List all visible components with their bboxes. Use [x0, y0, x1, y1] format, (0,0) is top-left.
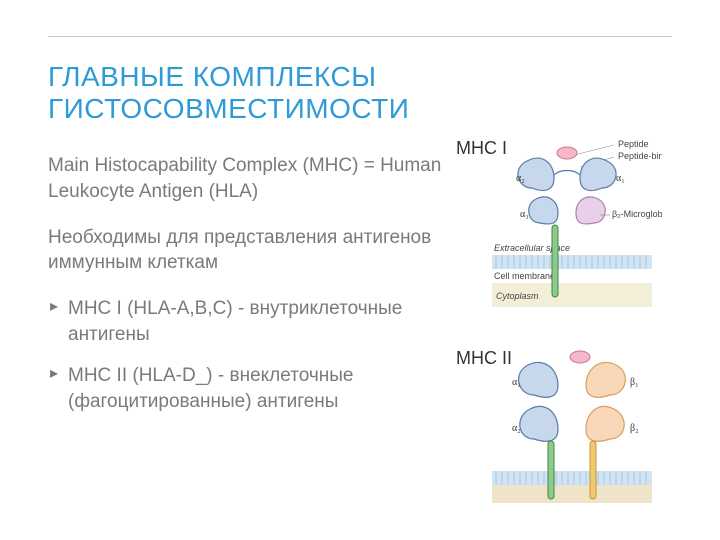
label-cellmembrane: Cell membrane: [494, 271, 555, 281]
beta2-lobe: [586, 407, 624, 442]
paragraph: Необходимы для представления антигенов и…: [48, 225, 442, 276]
alpha1-lobe: [580, 159, 616, 191]
beta1-lobe: [586, 363, 625, 398]
mhc1-svg: Peptide Peptide-binding groove: [462, 133, 662, 323]
label-a1: α₁: [512, 377, 521, 388]
divider: [48, 36, 672, 37]
legend-groove: Peptide-binding groove: [618, 151, 662, 161]
alpha1-lobe: [519, 363, 558, 398]
label-b2: β₂: [630, 423, 639, 434]
mhc2-diagram: MHC II α₁ α₂ β₁ β₂: [462, 343, 662, 528]
peptide-icon: [570, 351, 590, 363]
legend-peptide: Peptide: [618, 139, 649, 149]
label-extracellular: Extracellular space: [494, 243, 570, 253]
bullet-list: MHC I (HLA-A,B,C) - внутриклеточные анти…: [48, 296, 442, 415]
slide: ГЛАВНЫЕ КОМПЛЕКСЫ ГИСТОСОВМЕСТИМОСТИ Mai…: [0, 0, 720, 540]
mhc2-label: MHC II: [456, 349, 512, 369]
list-item: MHC I (HLA-A,B,C) - внутриклеточные анти…: [48, 296, 442, 347]
label-a2: α₂: [512, 423, 521, 434]
b2m-lobe: [576, 197, 605, 224]
tm-helix-alpha: [548, 441, 554, 499]
content-row: Main Histocapability Complex (MHC) = Hum…: [48, 153, 672, 430]
label-b2m: β₂-Microglobulin: [612, 209, 662, 219]
label-b1: β₁: [630, 377, 639, 388]
label-a1: α₁: [616, 173, 625, 184]
slide-title: ГЛАВНЫЕ КОМПЛЕКСЫ ГИСТОСОВМЕСТИМОСТИ: [48, 61, 672, 125]
label-a3: α₃: [520, 209, 529, 220]
paragraph: Main Histocapability Complex (MHC) = Hum…: [48, 153, 442, 204]
tm-helix-beta: [590, 441, 596, 499]
alpha3-lobe: [529, 197, 558, 224]
text-column: Main Histocapability Complex (MHC) = Hum…: [48, 153, 442, 430]
list-item: MHC II (HLA-D_) - внеклеточные (фагоцити…: [48, 363, 442, 414]
mhc2-svg: α₁ α₂ β₁ β₂: [462, 343, 662, 523]
diagram-column: MHC I Peptide Peptide-binding groove: [462, 153, 672, 430]
membrane-bottom: [492, 485, 652, 503]
label-cytoplasm: Cytoplasm: [496, 291, 539, 301]
tm-helix: [552, 225, 558, 297]
alpha2-lobe: [520, 407, 558, 442]
label-a2: α₂: [516, 173, 525, 184]
peptide-icon: [557, 147, 577, 159]
mhc1-diagram: MHC I Peptide Peptide-binding groove: [462, 133, 662, 328]
mhc1-label: MHC I: [456, 139, 507, 159]
